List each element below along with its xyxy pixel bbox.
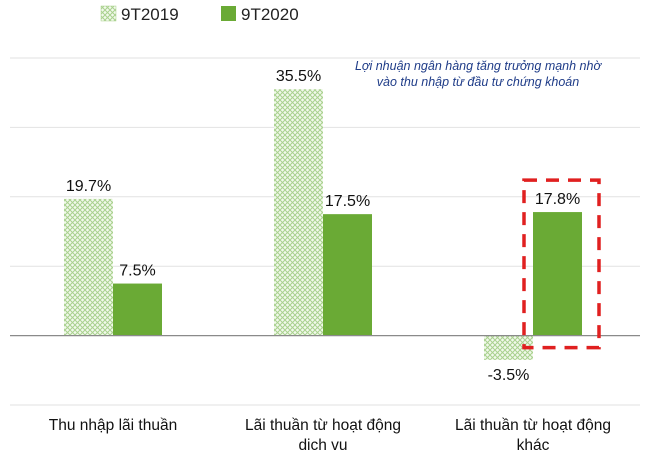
legend: 9T2019 9T2020 xyxy=(100,5,299,24)
bar-9t2020-0 xyxy=(113,283,162,336)
category-label-2-line-1: khác xyxy=(517,437,550,450)
bar-9t2020-2 xyxy=(533,212,582,336)
annotation-line-2: vào thu nhập từ đầu tư chứng khoán xyxy=(377,75,579,89)
annotation-line-1: Lợi nhuận ngân hàng tăng trưởng mạnh nhờ xyxy=(355,59,602,73)
category-label-1-line-1: dịch vụ xyxy=(298,437,347,450)
bar-9t2020-1 xyxy=(323,214,372,336)
legend-swatch-9t2020 xyxy=(221,6,236,21)
category-label-0-line-0: Thu nhập lãi thuần xyxy=(49,417,177,434)
value-labels: 19.7% 7.5% 35.5% 17.5% -3.5% 17.8% xyxy=(66,68,580,384)
value-label-9t2019-1: 35.5% xyxy=(276,68,321,85)
value-label-9t2019-0: 19.7% xyxy=(66,178,111,195)
value-label-9t2020-1: 17.5% xyxy=(325,193,370,210)
highlight-box xyxy=(522,178,601,350)
bars xyxy=(64,89,582,360)
category-label-1-line-0: Lãi thuần từ hoạt động xyxy=(245,417,401,434)
value-label-9t2020-0: 7.5% xyxy=(119,263,155,280)
annotation: Lợi nhuận ngân hàng tăng trưởng mạnh nhờ… xyxy=(355,59,602,89)
bar-9t2019-1 xyxy=(274,89,323,336)
category-labels: Thu nhập lãi thuần Lãi thuần từ hoạt động… xyxy=(49,417,611,450)
category-label-2-line-0: Lãi thuần từ hoạt động xyxy=(455,417,611,434)
value-label-9t2019-2: -3.5% xyxy=(488,367,530,384)
legend-label-9t2019: 9T2019 xyxy=(121,5,179,24)
legend-swatch-9t2019 xyxy=(100,5,117,22)
legend-label-9t2020: 9T2020 xyxy=(241,5,299,24)
bar-9t2019-0 xyxy=(64,198,113,336)
value-label-9t2020-2: 17.8% xyxy=(535,191,580,208)
